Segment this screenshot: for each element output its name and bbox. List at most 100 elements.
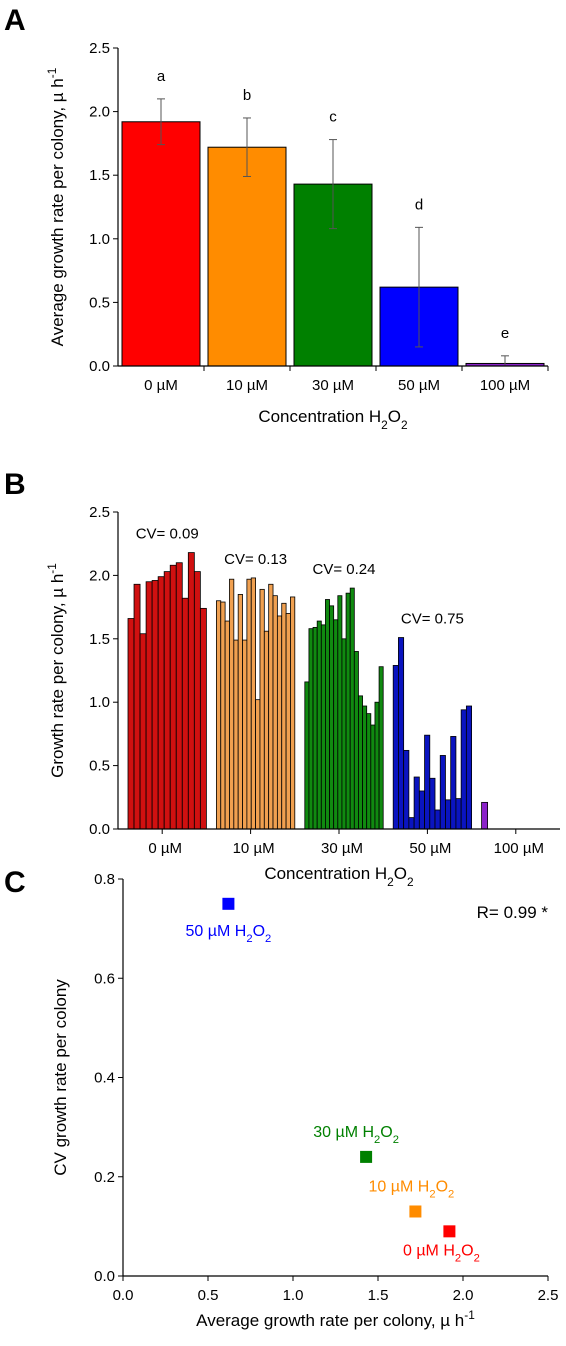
bar-0-0 [127, 618, 135, 830]
y-tick-label-5: 2.5 [89, 504, 110, 521]
x-tick-label-2: 30 µM [312, 377, 354, 394]
bar-1-3 [229, 578, 235, 830]
bar-0-4 [151, 580, 159, 830]
bar-1-7 [246, 578, 252, 830]
bar-2-3 [316, 620, 322, 830]
bar-0-10 [187, 552, 195, 830]
bar-0-11 [193, 571, 201, 830]
bar-2-17 [374, 701, 380, 830]
point-label-1-text: 30 µM H [313, 1124, 374, 1141]
point-label-0-sub: 2 [265, 933, 271, 945]
x-tick-label-0: 0.0 [113, 1287, 134, 1304]
y-tick-label-1: 0.5 [89, 758, 110, 775]
bar-2-4 [320, 624, 326, 830]
bar-1-14 [276, 615, 283, 830]
x-tick-label-0: 0 µM [144, 377, 178, 394]
x-axis-label-sub: 2 [387, 875, 394, 889]
data-point-1 [360, 1150, 373, 1163]
bar-0-2 [139, 633, 147, 830]
x-axis-label-sup: -1 [464, 1308, 475, 1322]
bar-2-5 [325, 599, 330, 830]
significance-letter-4: e [501, 325, 509, 342]
bar-2-7 [333, 619, 339, 830]
point-label-0: 50 µM H2O2 [186, 923, 272, 945]
x-tick-label-4: 100 µM [494, 840, 544, 857]
bar-3-5 [418, 790, 425, 830]
y-axis-label: CV growth rate per colony [51, 979, 70, 1176]
y-axis-label-text: Growth rate per colony, µ h [48, 574, 67, 778]
x-tick-label-4: 2.0 [453, 1287, 474, 1304]
bar-1-11 [263, 630, 270, 830]
panel-letter: A [4, 4, 26, 37]
bar-2-11 [349, 587, 355, 830]
point-label-3-text: 0 µM H [403, 1242, 455, 1259]
y-tick-label-5: 2.5 [89, 40, 110, 57]
x-tick-label-4: 100 µM [480, 377, 530, 394]
bar-1-6 [242, 639, 248, 830]
cv-label-2: CV= 0.24 [313, 561, 376, 578]
y-tick-label-3: 1.5 [89, 631, 110, 648]
bar-2-10 [345, 592, 351, 830]
y-axis-label-text: Average growth rate per colony, µ h [48, 78, 67, 346]
bar-2-14 [362, 705, 368, 830]
bar-2-0 [304, 681, 310, 830]
bar-3-10 [445, 799, 452, 830]
bar-3-13 [460, 709, 467, 830]
bar-3-6 [424, 734, 431, 830]
y-axis-label-sup: -1 [45, 563, 59, 574]
x-tick-label-3: 50 µM [409, 840, 451, 857]
bar-2-18 [378, 666, 384, 830]
bar-1-15 [281, 602, 287, 830]
y-axis-label: Growth rate per colony, µ h-1 [45, 563, 67, 778]
bar-1-16 [285, 613, 291, 830]
data-point-2 [409, 1205, 422, 1218]
point-label-0-text-mid: O [253, 923, 265, 940]
x-axis-label-text: Concentration H [264, 864, 387, 883]
y-tick-label-4: 0.8 [94, 871, 115, 888]
x-axis-label-sub: 2 [381, 418, 388, 432]
bar-1-12 [268, 583, 274, 830]
point-label-0-text: 50 µM H [186, 923, 247, 940]
y-tick-label-1: 0.2 [94, 1169, 115, 1186]
point-label-2-sub: 2 [448, 1188, 454, 1200]
bar-3-8 [434, 809, 441, 830]
bar-1-1 [220, 601, 226, 830]
x-tick-label-2: 30 µM [321, 840, 363, 857]
bar-3-2 [403, 749, 410, 830]
x-axis-label: Concentration H2O2 [258, 407, 408, 432]
x-tick-label-3: 50 µM [398, 377, 440, 394]
y-tick-label-0: 0.0 [94, 1268, 115, 1285]
bar-1 [207, 146, 287, 367]
x-axis-label-text-mid: O [388, 407, 401, 426]
x-tick-label-2: 1.0 [283, 1287, 304, 1304]
bar-3-1 [398, 637, 405, 830]
bar-2-6 [329, 605, 335, 830]
y-axis-label-sup: -1 [45, 67, 59, 78]
bar-2-9 [341, 638, 347, 830]
bar-3-3 [408, 817, 415, 830]
bar-0-3 [145, 581, 153, 830]
bar-0-5 [157, 576, 165, 830]
bar-1-2 [224, 620, 230, 830]
x-axis-label-sub: 2 [401, 418, 408, 432]
data-point-3 [443, 1225, 456, 1238]
x-tick-label-5: 2.5 [538, 1287, 559, 1304]
bar-1-13 [272, 595, 278, 830]
point-label-1-sub: 2 [393, 1134, 399, 1146]
bar-2-16 [370, 724, 376, 830]
bar-0-8 [175, 562, 183, 830]
panel-c: C 0.0 0.5 1.0 1.5 2.0 2.5 0.0 0.2 0.4 0.6 0.8 50 µM … [4, 866, 558, 1330]
data-point-0 [222, 897, 235, 910]
bar-2-12 [353, 651, 359, 830]
bar-0 [121, 121, 201, 367]
x-tick-label-1: 0.5 [198, 1287, 219, 1304]
y-tick-label-2: 0.4 [94, 1070, 115, 1087]
y-tick-label-0: 0.0 [89, 821, 110, 838]
bar-2-2 [312, 626, 318, 830]
y-tick-label-2: 1.0 [89, 231, 110, 248]
bar-1-8 [250, 577, 257, 830]
point-label-1: 30 µM H2O2 [313, 1124, 399, 1146]
bar-1-0 [215, 600, 222, 830]
bar-2-13 [358, 695, 363, 830]
